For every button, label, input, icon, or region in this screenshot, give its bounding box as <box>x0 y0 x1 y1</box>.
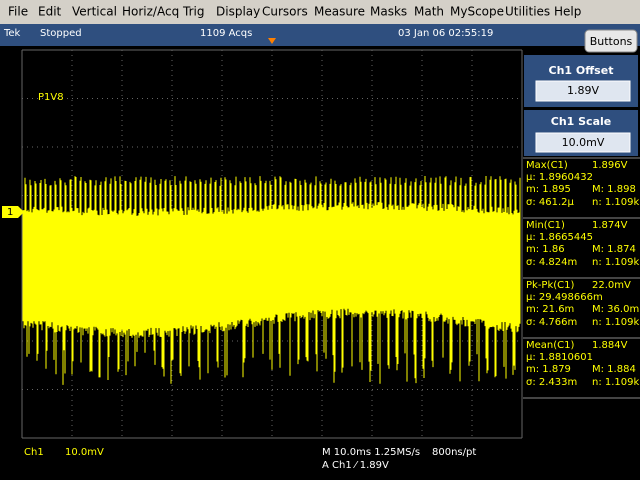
measurement-max: M: 1.884 <box>592 364 636 375</box>
offset-value-box[interactable] <box>535 80 631 102</box>
acq-count: 1109 Acqs <box>200 28 252 39</box>
measurement-min: m: 21.6m <box>526 304 574 315</box>
measurement-max: M: 36.0m <box>592 304 639 315</box>
offset-title: Ch1 Offset <box>549 64 614 77</box>
datetime: 03 Jan 06 02:55:19 <box>398 28 493 39</box>
measurement-name: Mean(C1) <box>526 340 574 351</box>
footer-scale: 10.0mV <box>65 447 104 458</box>
measurement-value: 1.896V <box>592 160 628 171</box>
measurement-count: n: 1.109k <box>592 377 640 388</box>
brand: Tek <box>3 28 21 39</box>
acq-state: Stopped <box>40 28 82 39</box>
menu-item[interactable]: Masks <box>370 5 407 19</box>
measurement-mean: µ: 29.498666m <box>526 292 603 303</box>
menu-item[interactable]: Utilities <box>505 5 550 19</box>
measurement-max: M: 1.898 <box>592 184 636 195</box>
waveform-label: P1V8 <box>38 92 64 103</box>
measurement-mean: µ: 1.8960432 <box>526 172 593 183</box>
measurement-std: σ: 461.2µ <box>526 197 575 208</box>
measurement-name: Max(C1) <box>526 160 568 171</box>
waveform <box>22 176 521 385</box>
menu-item[interactable]: Help <box>554 5 581 19</box>
measurement-min: m: 1.895 <box>526 184 571 195</box>
menu-bar <box>0 0 640 24</box>
measurement-std: σ: 4.824m <box>526 257 577 268</box>
menu-item[interactable]: Display <box>216 5 260 19</box>
measurement-min: m: 1.86 <box>526 244 565 255</box>
scale-value: 10.0mV <box>562 136 605 149</box>
menu-item[interactable]: Edit <box>38 5 62 19</box>
channel-marker-label: 1 <box>7 207 13 218</box>
measurement-count: n: 1.109k <box>592 317 640 328</box>
measurement-value: 1.884V <box>592 340 628 351</box>
measurement-count: n: 1.109k <box>592 197 640 208</box>
menu-item[interactable]: Math <box>414 5 444 19</box>
menu-item[interactable]: Vertical <box>72 5 117 19</box>
measurement-max: M: 1.874 <box>592 244 636 255</box>
menu-item[interactable]: File <box>8 5 28 19</box>
scale-title: Ch1 Scale <box>551 115 611 128</box>
menu-item[interactable]: Measure <box>314 5 365 19</box>
footer-trigger: A Ch1 ⁄ 1.89V <box>322 460 389 471</box>
measurement-min: m: 1.879 <box>526 364 571 375</box>
measurement-count: n: 1.109k <box>592 257 640 268</box>
status-bar <box>0 24 640 46</box>
measurement-value: 1.874V <box>592 220 628 231</box>
measurement-std: σ: 2.433m <box>526 377 577 388</box>
menu-item[interactable]: Horiz/Acq <box>122 5 179 19</box>
measurement-value: 22.0mV <box>592 280 631 291</box>
measurement-std: σ: 4.766m <box>526 317 577 328</box>
footer-timebase: M 10.0ms 1.25MS/s <box>322 447 420 458</box>
buttons-label[interactable]: Buttons <box>590 35 633 48</box>
trigger-position-marker <box>268 38 276 44</box>
offset-value: 1.89V <box>567 84 599 97</box>
menu-item[interactable]: MyScope <box>450 5 504 19</box>
menu-item[interactable]: Cursors <box>262 5 308 19</box>
footer-channel: Ch1 <box>24 447 44 458</box>
channel-marker <box>2 206 24 218</box>
scale-value-box[interactable] <box>535 132 631 153</box>
measurement-mean: µ: 1.8810601 <box>526 352 593 363</box>
measurement-name: Min(C1) <box>526 220 565 231</box>
buttons-button[interactable] <box>584 29 638 53</box>
footer-resolution: 800ns/pt <box>432 447 476 458</box>
measurement-mean: µ: 1.8665445 <box>526 232 593 243</box>
menu-item[interactable]: Trig <box>182 5 204 19</box>
measurement-name: Pk-Pk(C1) <box>526 280 574 291</box>
